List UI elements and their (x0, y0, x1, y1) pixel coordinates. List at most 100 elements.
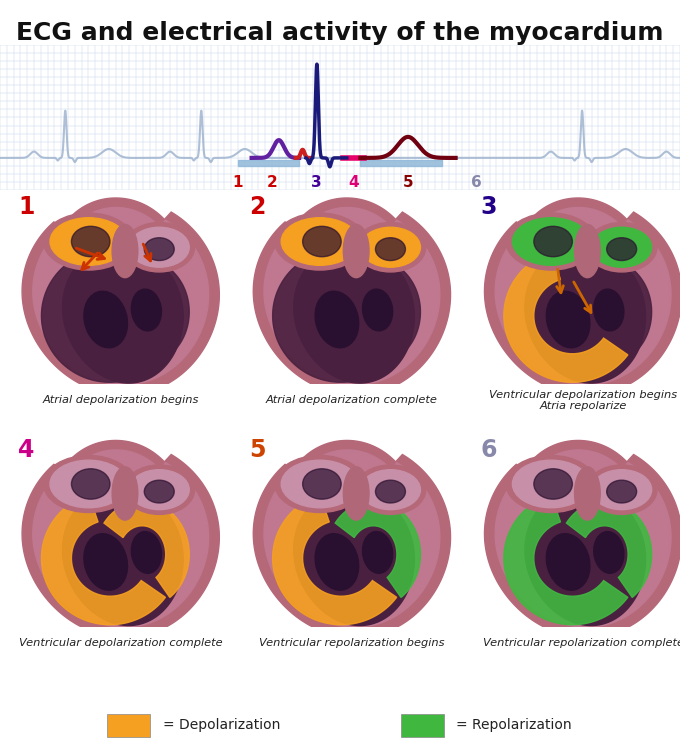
Polygon shape (294, 245, 414, 383)
Ellipse shape (362, 532, 392, 574)
Ellipse shape (131, 532, 161, 574)
Text: Atrial depolarization begins: Atrial depolarization begins (43, 395, 199, 405)
Ellipse shape (315, 533, 359, 590)
Polygon shape (63, 245, 183, 383)
Text: 1: 1 (233, 175, 243, 189)
Ellipse shape (534, 468, 573, 499)
Polygon shape (495, 207, 671, 385)
Polygon shape (63, 488, 183, 626)
Ellipse shape (375, 238, 405, 260)
Polygon shape (504, 252, 628, 382)
Ellipse shape (282, 218, 358, 266)
Ellipse shape (362, 289, 392, 331)
Polygon shape (253, 198, 451, 395)
Ellipse shape (275, 213, 364, 270)
Text: Ventricular depolarization complete: Ventricular depolarization complete (19, 638, 222, 648)
Ellipse shape (375, 480, 405, 503)
Text: 2: 2 (250, 195, 266, 219)
Text: 3: 3 (481, 195, 497, 219)
Ellipse shape (575, 225, 600, 278)
Ellipse shape (84, 533, 128, 590)
Polygon shape (566, 501, 651, 598)
Ellipse shape (592, 470, 651, 510)
Polygon shape (294, 488, 414, 626)
Ellipse shape (44, 213, 133, 270)
Ellipse shape (343, 225, 369, 278)
Polygon shape (104, 501, 189, 598)
Ellipse shape (71, 226, 110, 257)
Ellipse shape (124, 222, 194, 272)
Polygon shape (22, 198, 220, 395)
Ellipse shape (586, 465, 657, 515)
Ellipse shape (144, 480, 174, 503)
FancyBboxPatch shape (107, 714, 150, 737)
Ellipse shape (546, 533, 590, 590)
Text: Ventricular depolarization begins
Atria repolarize: Ventricular depolarization begins Atria … (489, 389, 677, 411)
Text: Ventricular repolarization begins: Ventricular repolarization begins (259, 638, 445, 648)
Polygon shape (273, 252, 396, 382)
Ellipse shape (124, 465, 194, 515)
Polygon shape (104, 259, 189, 355)
Polygon shape (41, 252, 165, 382)
Ellipse shape (50, 460, 127, 508)
Ellipse shape (50, 218, 127, 266)
Polygon shape (484, 198, 680, 395)
Text: 1: 1 (18, 195, 35, 219)
Polygon shape (273, 495, 396, 624)
Ellipse shape (594, 532, 624, 574)
Ellipse shape (129, 228, 189, 267)
Polygon shape (566, 259, 651, 355)
Ellipse shape (513, 460, 590, 508)
Ellipse shape (315, 291, 359, 348)
Polygon shape (33, 450, 209, 627)
Polygon shape (253, 440, 451, 637)
Text: 4: 4 (18, 438, 35, 462)
Polygon shape (484, 440, 680, 637)
Ellipse shape (131, 289, 161, 331)
Ellipse shape (360, 228, 420, 267)
Ellipse shape (592, 228, 651, 267)
Text: = Depolarization: = Depolarization (163, 718, 280, 733)
Text: 5: 5 (250, 438, 266, 462)
Polygon shape (335, 259, 420, 355)
Text: = Repolarization: = Repolarization (456, 718, 572, 733)
Polygon shape (504, 495, 628, 624)
Ellipse shape (71, 468, 110, 499)
Ellipse shape (282, 460, 358, 508)
Polygon shape (22, 440, 220, 637)
Text: ECG and electrical activity of the myocardium: ECG and electrical activity of the myoca… (16, 21, 664, 45)
Text: 6: 6 (471, 175, 481, 189)
Ellipse shape (343, 467, 369, 520)
Ellipse shape (44, 455, 133, 513)
Ellipse shape (303, 468, 341, 499)
Ellipse shape (586, 222, 657, 272)
Ellipse shape (546, 291, 590, 348)
Polygon shape (264, 450, 440, 627)
Ellipse shape (303, 226, 341, 257)
Ellipse shape (506, 213, 596, 270)
Ellipse shape (607, 480, 636, 503)
Text: Ventricular repolarization complete: Ventricular repolarization complete (483, 638, 680, 648)
Ellipse shape (575, 467, 600, 520)
Polygon shape (525, 245, 645, 383)
Text: 3: 3 (311, 175, 322, 189)
Polygon shape (41, 495, 165, 624)
Text: 2: 2 (267, 175, 277, 189)
Text: 4: 4 (348, 175, 359, 189)
Ellipse shape (355, 222, 426, 272)
Ellipse shape (534, 226, 573, 257)
Polygon shape (33, 207, 209, 385)
Ellipse shape (355, 465, 426, 515)
Text: 6: 6 (481, 438, 497, 462)
Ellipse shape (112, 225, 138, 278)
Polygon shape (495, 450, 671, 627)
Ellipse shape (112, 467, 138, 520)
Polygon shape (264, 207, 440, 385)
Ellipse shape (129, 470, 189, 510)
Text: 5: 5 (403, 175, 413, 189)
Text: Atrial depolarization complete: Atrial depolarization complete (266, 395, 438, 405)
Polygon shape (335, 501, 420, 598)
Ellipse shape (594, 289, 624, 331)
FancyBboxPatch shape (401, 714, 444, 737)
Ellipse shape (144, 238, 174, 260)
